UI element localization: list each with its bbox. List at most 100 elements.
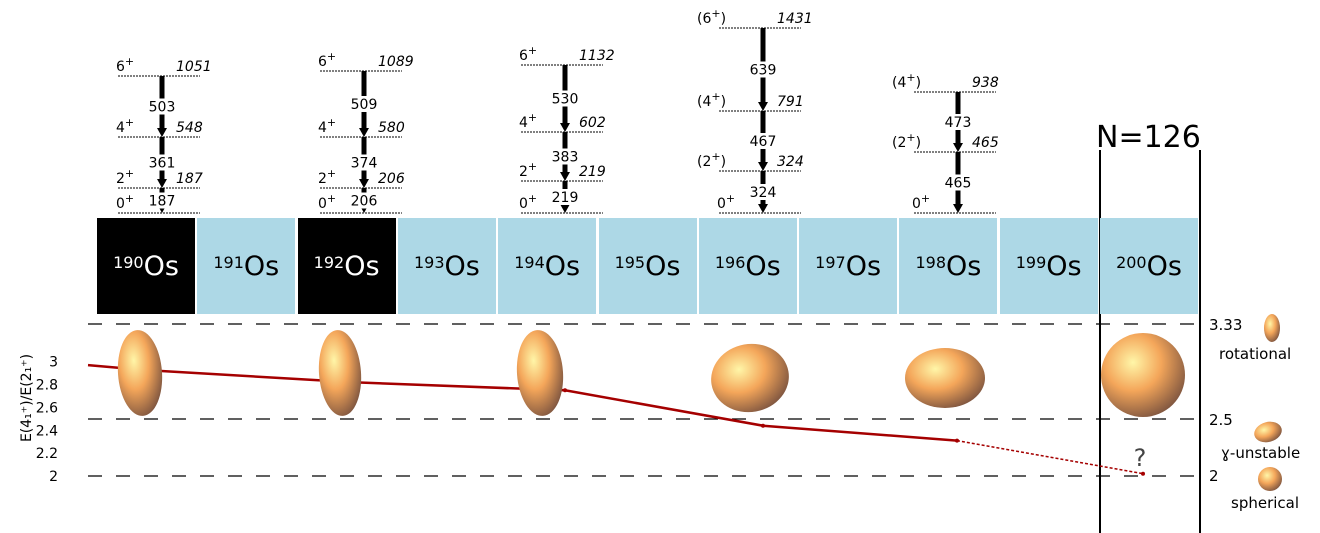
y-tick-label: 2.4 <box>36 423 58 439</box>
arrow-head <box>560 204 570 213</box>
mass-number: 193 <box>413 252 445 272</box>
transition-energy: 465 <box>945 176 972 192</box>
legend-spherical: spherical <box>1231 494 1300 512</box>
arrow-head <box>359 128 369 137</box>
level-energy: 206 <box>378 171 405 187</box>
element-symbol: Os <box>645 250 681 282</box>
legend-shape-gamma <box>1254 421 1282 443</box>
legend-shape-spherical <box>1258 467 1282 491</box>
ref-value-gamma: 2.5 <box>1209 411 1233 429</box>
arrow-head <box>758 204 768 213</box>
level-energy: 1132 <box>579 48 615 64</box>
nuclide-box-194: 194 Os <box>498 218 597 314</box>
level-energy: 580 <box>378 120 405 136</box>
level-energy: 219 <box>579 164 606 180</box>
nuclide-box-198: 198 Os <box>899 218 998 314</box>
level-energy: 548 <box>176 120 203 136</box>
arrow-head <box>758 162 768 171</box>
shape-198Os <box>905 348 985 408</box>
y-tick-label: 2.6 <box>36 400 58 416</box>
level-spin: (4+) <box>697 90 726 110</box>
arrow-head <box>560 123 570 132</box>
shape-200Os <box>1101 333 1185 417</box>
mass-number: 197 <box>815 252 846 272</box>
arrow-head <box>758 102 768 111</box>
transition-energy: 467 <box>750 134 777 150</box>
nuclide-box-195: 195 Os <box>598 218 697 314</box>
element-symbol: Os <box>143 250 179 282</box>
element-symbol: Os <box>946 250 982 282</box>
legend-gamma-unstable: ɣ-unstable <box>1221 444 1301 462</box>
level-energy: 1431 <box>777 11 813 27</box>
ratio-point-198Os <box>955 438 959 443</box>
transition-energy: 219 <box>552 190 579 206</box>
level-energy: 465 <box>972 135 999 151</box>
nuclide-box-192: 192 Os <box>297 218 396 314</box>
transition-label-bg <box>349 96 379 112</box>
level-spin: 4+ <box>519 111 537 131</box>
ratio-point-194Os <box>563 388 567 393</box>
arrow-head <box>953 204 963 213</box>
y-tick-label: 3 <box>49 355 58 371</box>
level-spin: (2+) <box>697 150 726 170</box>
unknown-marker: ? <box>1134 444 1147 472</box>
level-energy: 324 <box>777 154 804 170</box>
element-symbol: Os <box>344 250 380 282</box>
mass-number: 190 <box>113 252 144 272</box>
transition-label-bg <box>550 189 580 205</box>
level-energy: 791 <box>777 94 804 110</box>
level-energy: 938 <box>972 75 999 91</box>
arrow-head <box>157 128 167 137</box>
shape-190Os <box>117 330 163 416</box>
level-energy: 187 <box>176 171 203 187</box>
mass-number: 199 <box>1015 252 1047 272</box>
transition-label-bg <box>550 90 580 107</box>
transition-energy: 473 <box>945 115 972 131</box>
mass-number: 192 <box>313 252 345 272</box>
mass-number: 198 <box>915 252 946 272</box>
ratio-prediction-line <box>956 439 1144 475</box>
level-spin: 4+ <box>318 116 336 136</box>
level-spin: 6+ <box>116 55 134 75</box>
arrow-head <box>359 179 369 188</box>
level-spin: 0+ <box>717 192 735 212</box>
arrow-head <box>953 143 963 152</box>
nuclide-box-196: 196 Os <box>698 218 797 314</box>
transition-energy: 361 <box>149 156 176 172</box>
arrow-head <box>560 172 570 181</box>
transition-energy: 206 <box>351 194 378 210</box>
ratio-plot: 2 2.2 2.4 2.6 2.8 3? <box>36 150 1205 533</box>
transition-label-bg <box>943 174 973 191</box>
shape-194Os <box>516 330 564 416</box>
element-symbol: Os <box>1046 250 1082 282</box>
level-spin: 0+ <box>519 192 537 212</box>
transition-energy: 187 <box>149 194 176 210</box>
level-spin: (6+) <box>697 7 726 27</box>
level-spin: 6+ <box>318 50 336 70</box>
element-symbol: Os <box>544 250 581 282</box>
level-energy: 1089 <box>378 54 414 70</box>
shape-192Os <box>318 330 362 416</box>
mass-number: 194 <box>514 252 545 272</box>
transition-energy: 503 <box>149 100 176 116</box>
ref-value-rotational: 3.33 <box>1209 316 1243 334</box>
transition-label-bg <box>349 154 379 171</box>
transition-label-bg <box>550 148 580 165</box>
transition-energy: 509 <box>351 97 378 113</box>
y-tick-label: 2.2 <box>36 446 58 462</box>
level-spin: 0+ <box>318 192 336 212</box>
nuclide-box-200: 200 Os <box>1100 218 1198 314</box>
level-energy: 1051 <box>176 59 212 75</box>
nuclear-shapes <box>117 314 1282 491</box>
ratio-point-200Os <box>1141 471 1145 476</box>
y-tick-label: 2 <box>49 469 58 485</box>
transition-energy: 530 <box>552 92 579 108</box>
ref-value-spherical: 2 <box>1209 467 1219 485</box>
level-energy: 602 <box>579 115 606 131</box>
transition-label-bg <box>748 133 778 149</box>
element-symbol: Os <box>845 250 882 282</box>
